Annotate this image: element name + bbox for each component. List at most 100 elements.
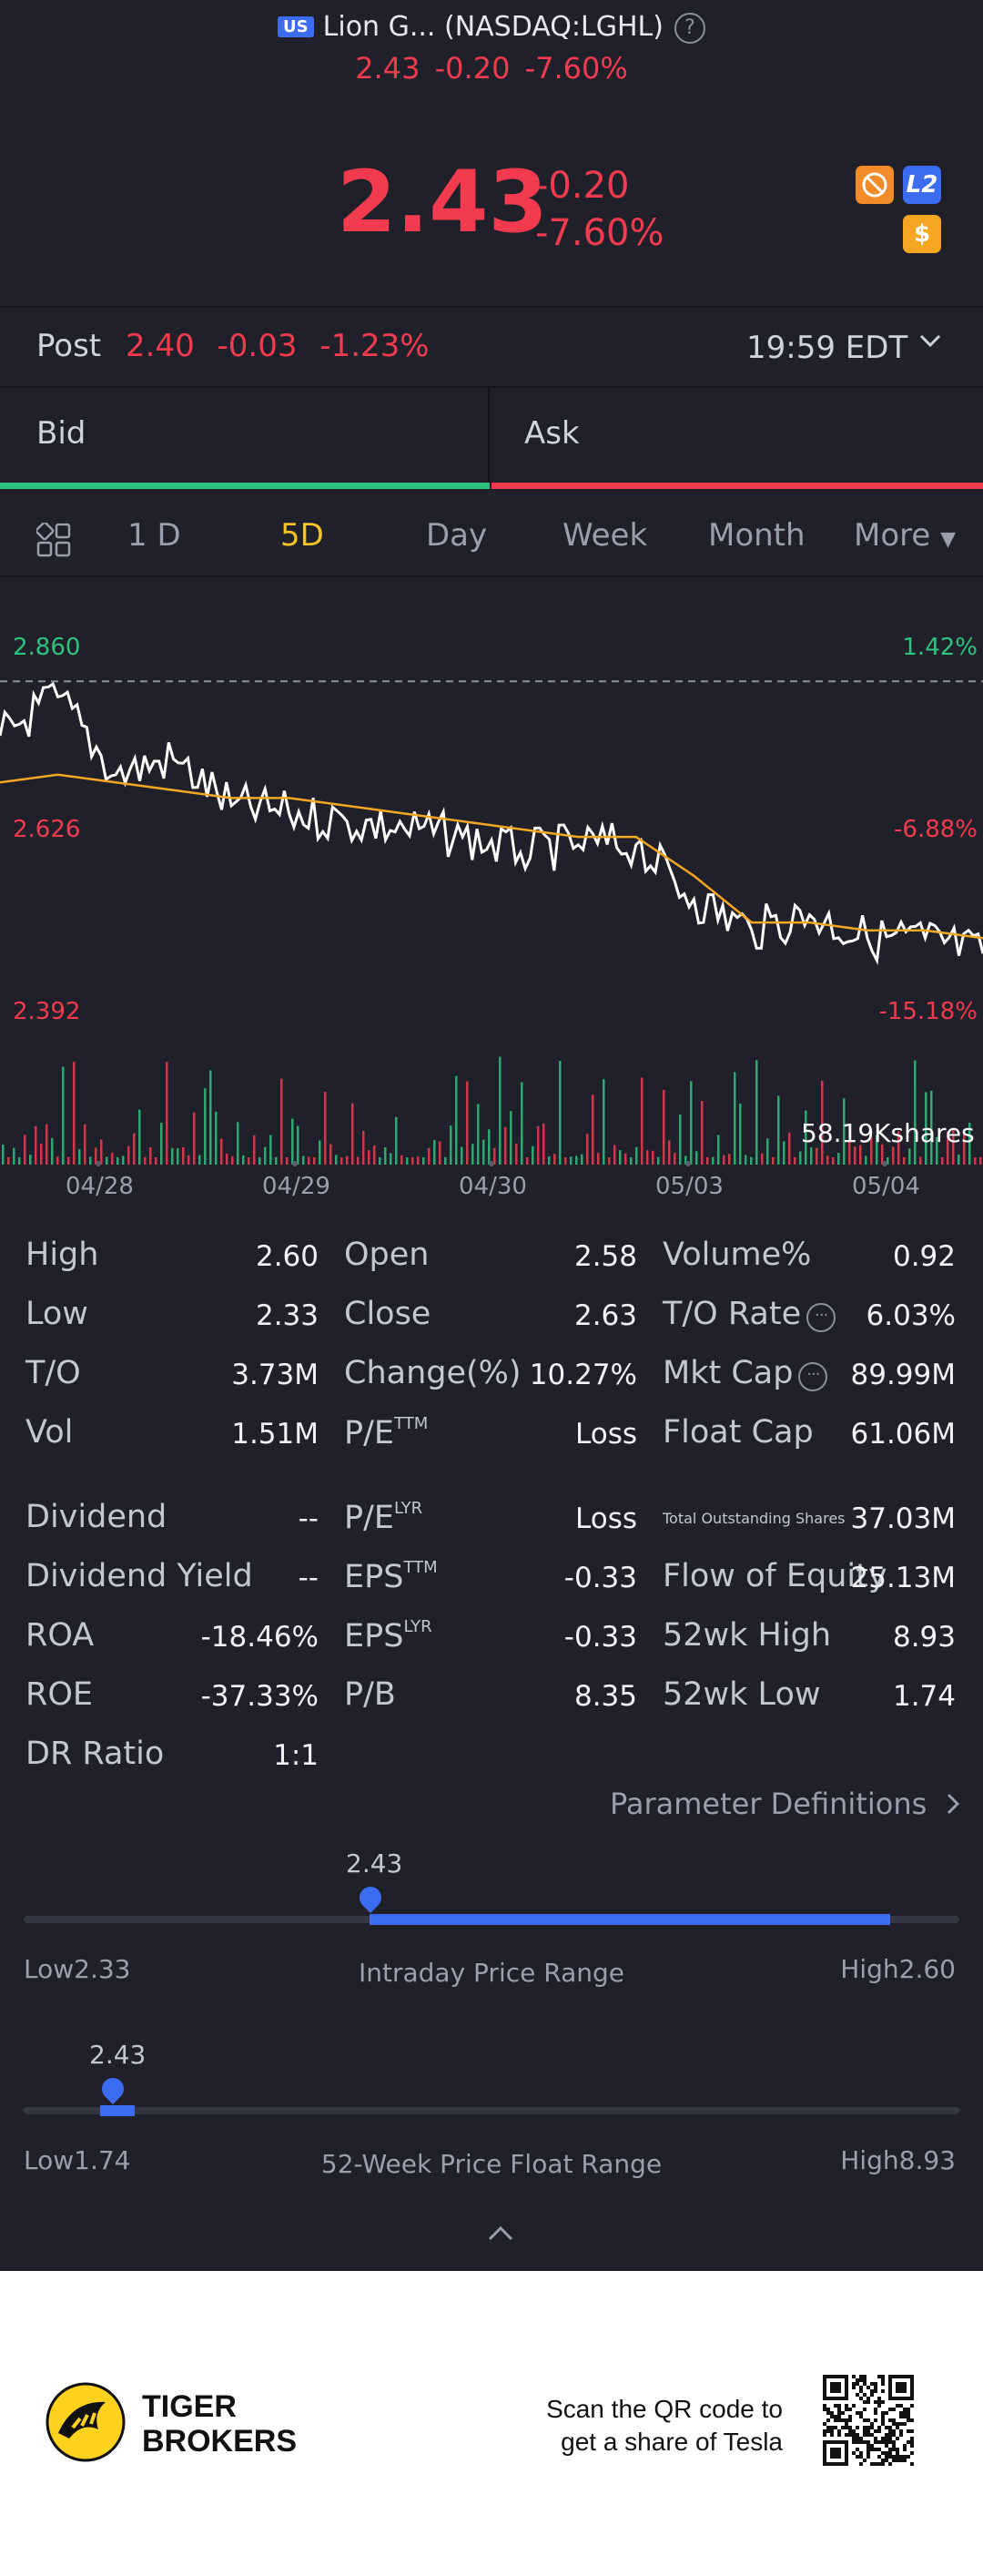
volume-bar xyxy=(433,1140,436,1165)
tab-week[interactable]: Week xyxy=(562,517,648,554)
volume-bar xyxy=(646,1150,649,1165)
qr-module xyxy=(903,2448,907,2451)
help-icon[interactable]: ? xyxy=(674,13,705,44)
qr-module xyxy=(907,2429,910,2433)
x-tick xyxy=(882,1161,887,1166)
qr-module xyxy=(870,2444,874,2448)
brand-line1: TIGER xyxy=(142,2389,237,2424)
qr-module xyxy=(885,2433,888,2437)
stock-title[interactable]: US Lion G... (NASDAQ:LGHL)? xyxy=(0,11,983,44)
volume-bar xyxy=(919,1156,922,1165)
qr-module xyxy=(903,2459,907,2462)
qr-module xyxy=(877,2404,881,2408)
stat-value-dividend: -- xyxy=(298,1502,319,1535)
qr-module xyxy=(852,2386,856,2389)
qr-module xyxy=(874,2408,877,2411)
ask-label[interactable]: Ask xyxy=(524,415,580,452)
volume-bar xyxy=(291,1118,294,1165)
qr-module xyxy=(888,2437,892,2440)
volume-bar xyxy=(968,1123,971,1165)
volume-bar xyxy=(848,1140,851,1165)
tab-1d[interactable]: 1 D xyxy=(127,517,181,554)
volume-bar xyxy=(417,1156,420,1165)
week52-current: 2.43 xyxy=(89,2040,147,2070)
volume-bar xyxy=(941,1156,944,1165)
qr-module xyxy=(874,2429,877,2433)
tab-more[interactable]: More ▼ xyxy=(854,517,956,554)
volume-bar xyxy=(979,1156,982,1165)
qr-module xyxy=(859,2455,863,2459)
tab-5d[interactable]: 5D xyxy=(280,517,324,554)
intraday-title: Intraday Price Range xyxy=(358,1958,624,1988)
volume-bar xyxy=(379,1157,381,1165)
qr-module xyxy=(874,2437,877,2440)
stat-value-dividend-yield: -- xyxy=(298,1562,319,1594)
dollar-icon[interactable]: $ xyxy=(903,215,941,253)
volume-bar xyxy=(837,1152,840,1165)
bidask-divider xyxy=(488,388,490,483)
stat-label-to-rate: T/O Rate ··· xyxy=(663,1296,836,1332)
stat-label-close: Close xyxy=(344,1296,431,1332)
market-badge: US xyxy=(278,16,314,37)
qr-module xyxy=(852,2404,856,2408)
qr-module xyxy=(899,2404,903,2408)
stat-value-change: 10.27% xyxy=(529,1359,637,1391)
info-icon[interactable]: ··· xyxy=(806,1303,836,1332)
qr-module xyxy=(907,2455,910,2459)
qr-code[interactable] xyxy=(823,2375,914,2469)
qr-module xyxy=(885,2459,888,2462)
chevron-down-icon[interactable] xyxy=(917,328,943,361)
qr-module xyxy=(837,2433,841,2437)
price-chart[interactable] xyxy=(0,577,983,1169)
volume-bar xyxy=(384,1146,387,1165)
volume-bar xyxy=(308,1156,310,1165)
qr-module xyxy=(892,2429,896,2433)
tab-day[interactable]: Day xyxy=(426,517,488,554)
qr-module xyxy=(859,2451,863,2455)
chevron-up-icon[interactable] xyxy=(487,2218,514,2250)
post-market-row[interactable]: Post 2.40 -0.03 -1.23% 19:59 EDT xyxy=(0,310,983,386)
stat-value-52wk-high: 8.93 xyxy=(892,1621,956,1654)
tab-month[interactable]: Month xyxy=(708,517,806,554)
ask-bar xyxy=(492,483,983,489)
volume-bar xyxy=(24,1135,26,1165)
volume-bar xyxy=(198,1155,201,1165)
volume-bar xyxy=(302,1156,305,1165)
stat-label-dividend: Dividend xyxy=(25,1499,167,1535)
stat-label-eps-ttm: EPSTTM xyxy=(344,1558,438,1595)
chart-svg xyxy=(0,680,983,1166)
qr-module xyxy=(888,2455,892,2459)
stat-value-eps-lyr: -0.33 xyxy=(563,1621,637,1654)
x-label: 05/04 xyxy=(852,1173,920,1200)
stat-value-float-cap: 61.06M xyxy=(850,1418,957,1451)
qr-module xyxy=(896,2426,899,2429)
stat-label-mkt-cap: Mkt Cap ··· xyxy=(663,1355,828,1391)
qr-module xyxy=(910,2462,914,2466)
volume-bar xyxy=(455,1075,458,1165)
volume-bar xyxy=(286,1156,289,1165)
qr-module xyxy=(874,2418,877,2422)
parameter-definitions-link[interactable]: Parameter Definitions xyxy=(610,1787,961,1821)
layout-grid-icon[interactable] xyxy=(35,521,73,563)
no-shorting-icon[interactable] xyxy=(856,166,894,204)
qr-finder xyxy=(830,2382,841,2393)
stat-value-52wk-low: 1.74 xyxy=(892,1680,956,1713)
info-icon[interactable]: ··· xyxy=(798,1362,828,1391)
volume-bar xyxy=(674,1153,676,1165)
qr-module xyxy=(859,2411,863,2415)
volume-bar xyxy=(362,1130,365,1165)
qr-module xyxy=(907,2415,910,2418)
volume-bar xyxy=(892,1146,895,1165)
bid-label[interactable]: Bid xyxy=(36,415,86,452)
volume-bar xyxy=(357,1156,360,1165)
volume-bar xyxy=(679,1114,682,1165)
volume-bar xyxy=(171,1147,174,1165)
qr-module xyxy=(856,2378,859,2382)
level2-icon[interactable]: L2 xyxy=(903,166,941,204)
qr-module xyxy=(874,2389,877,2393)
qr-module xyxy=(888,2462,892,2466)
post-change: -0.03 xyxy=(217,328,298,364)
chevron-right-icon xyxy=(945,1787,961,1821)
x-label: 04/30 xyxy=(459,1173,527,1200)
qr-module xyxy=(874,2448,877,2451)
